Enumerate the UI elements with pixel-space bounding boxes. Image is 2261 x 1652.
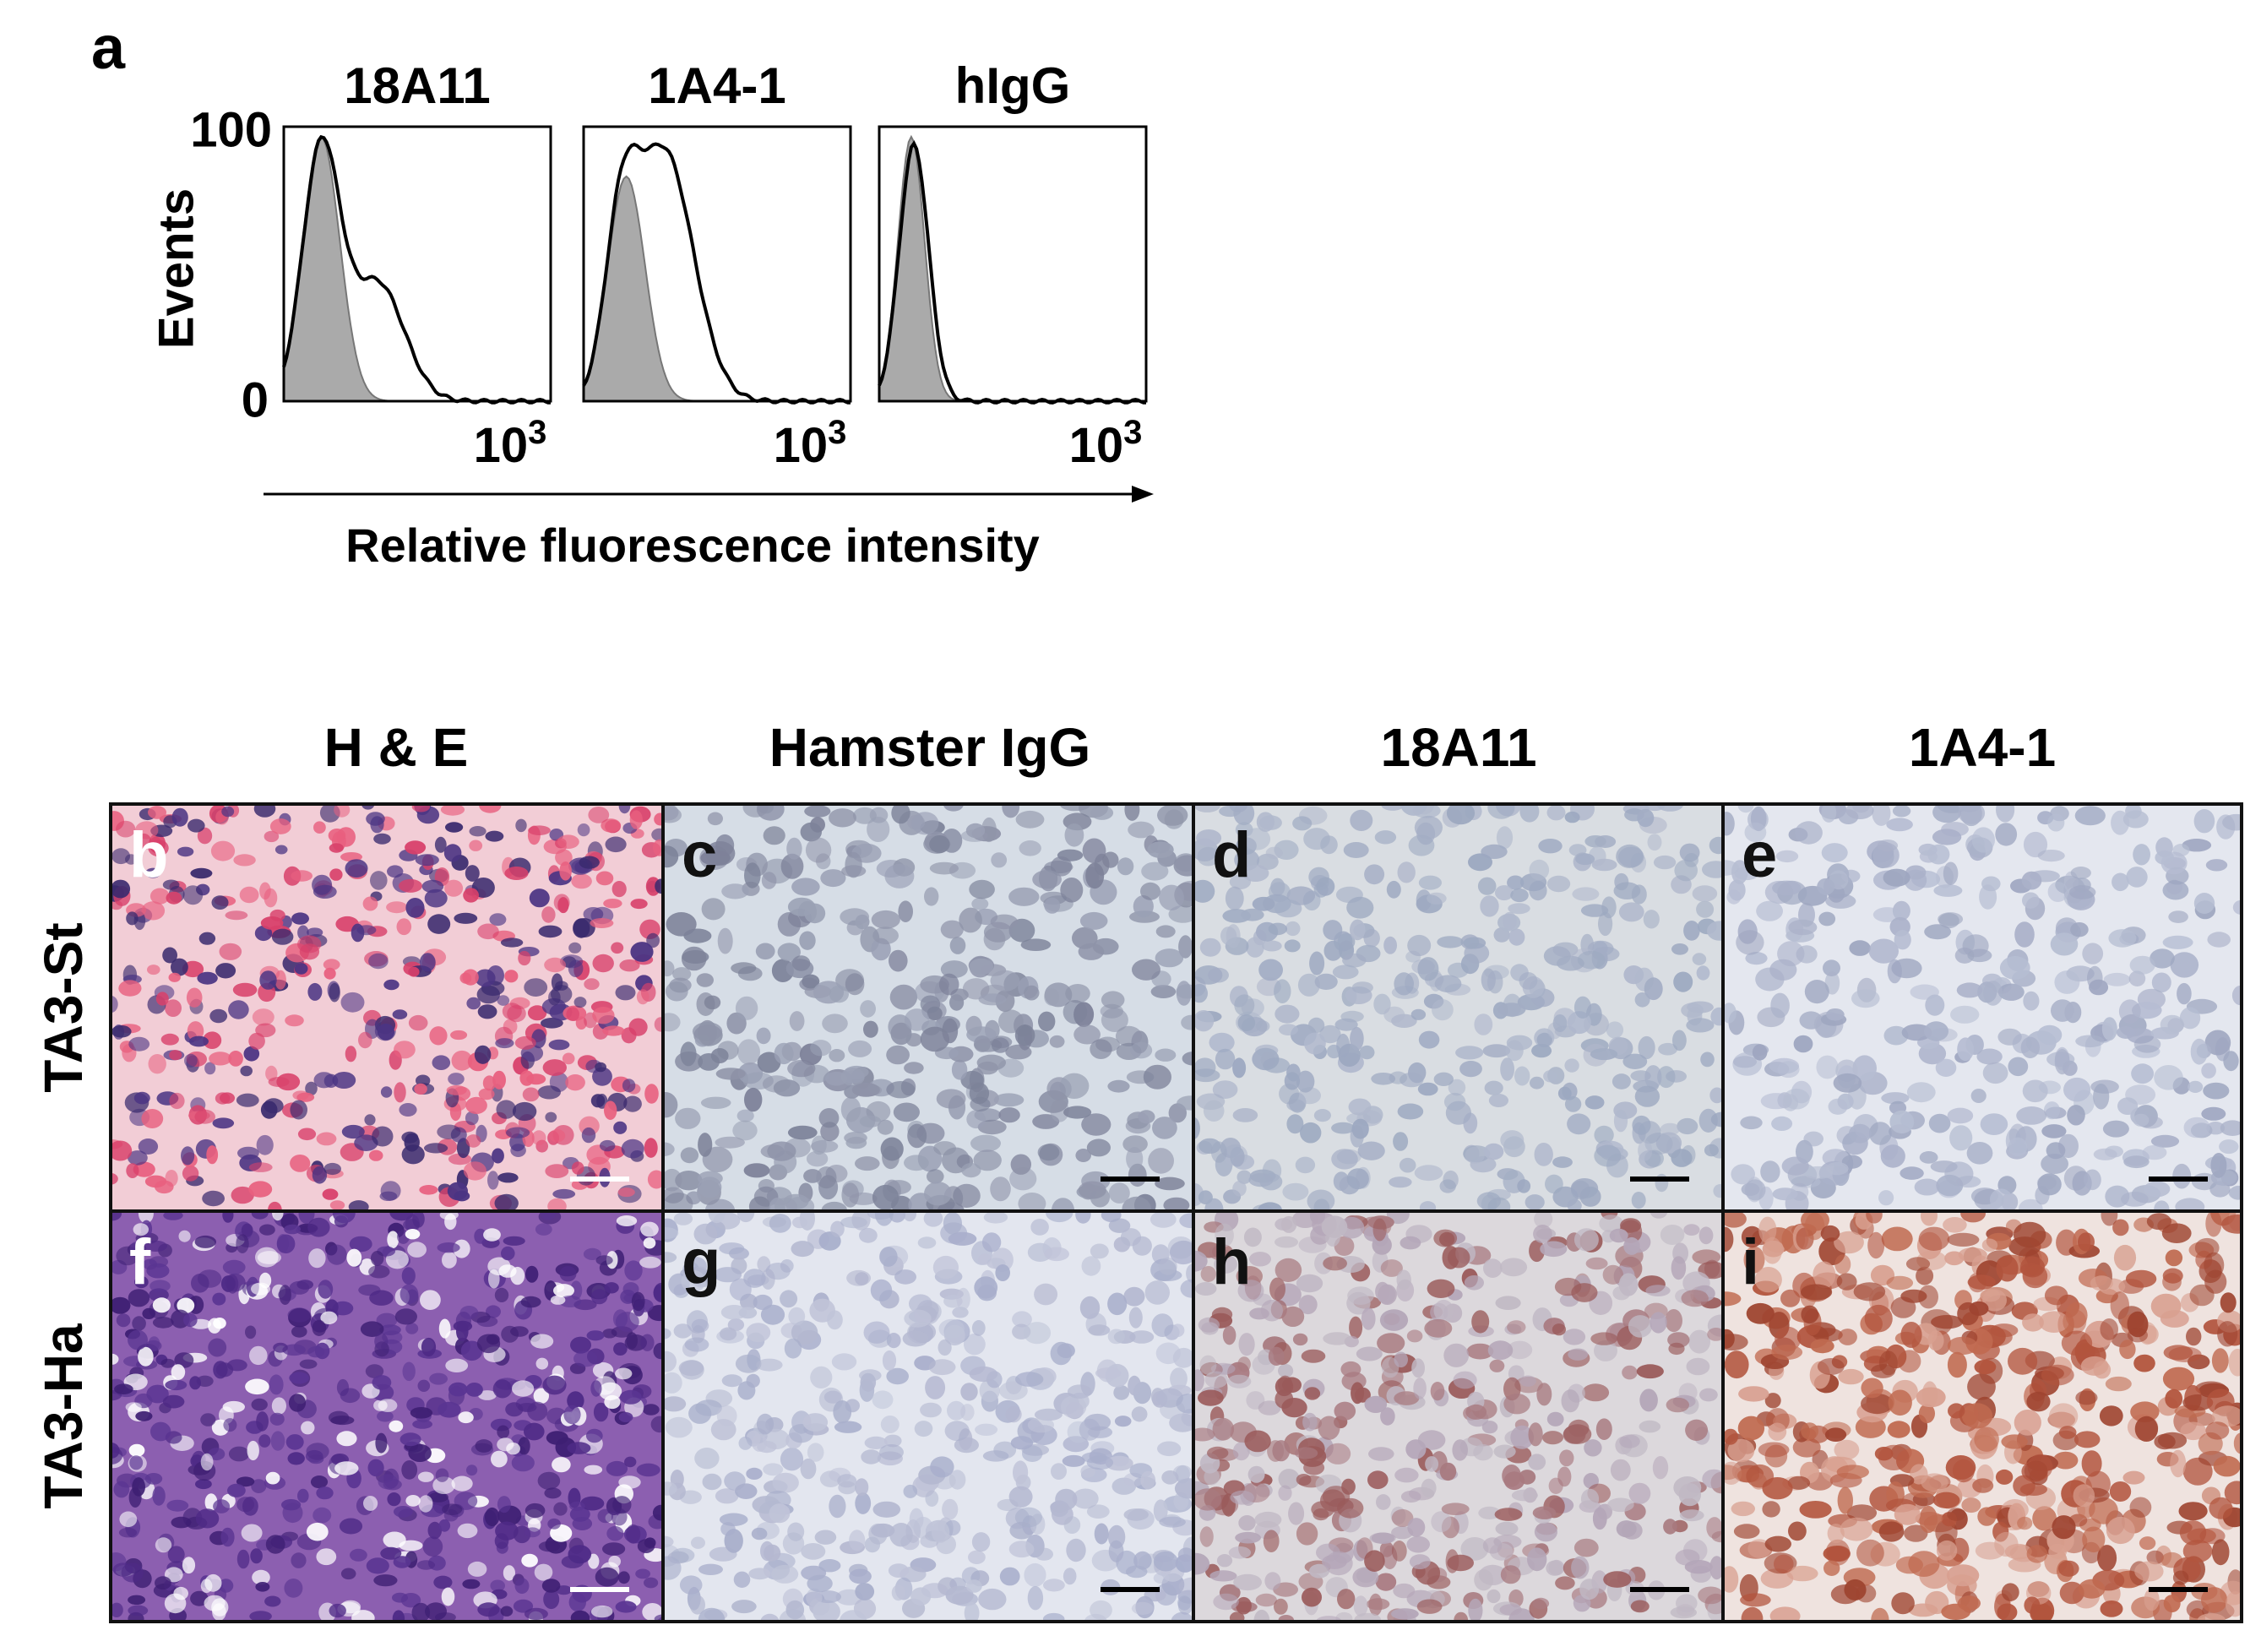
y-tick-label: 0 — [242, 372, 269, 427]
arrow-head — [1132, 486, 1154, 503]
control-histogram — [878, 134, 1146, 402]
y-axis-label: Events — [149, 188, 204, 349]
micrograph — [1723, 804, 2242, 1211]
panel-letter: f — [129, 1226, 151, 1298]
micrograph — [1193, 804, 1723, 1211]
panel-frame — [1721, 1209, 2243, 1623]
column-header: H & E — [324, 717, 469, 778]
plot-frame — [878, 125, 1148, 403]
plot-frame — [282, 125, 552, 403]
flow-panels: 18A11 103 1A4-1 103 hIgG 103 — [282, 57, 1148, 474]
column-header: 18A11 — [1380, 717, 1536, 778]
panel-letter: d — [1212, 819, 1251, 891]
x-axis-label: Relative fluorescence intensity — [345, 519, 1040, 572]
micrograph — [111, 804, 663, 1211]
panel-letter: h — [1212, 1226, 1251, 1298]
panel-title: hIgG — [955, 57, 1071, 114]
panel-letter: i — [1742, 1226, 1759, 1298]
x-tick-label: 103 — [774, 414, 847, 474]
panel-letter: g — [682, 1226, 720, 1298]
panel-letter: b — [129, 819, 168, 891]
plot-frame — [582, 125, 852, 403]
y-tick-label: 100 — [190, 102, 272, 157]
panel-letter: e — [1742, 819, 1777, 891]
micrograph — [1723, 1211, 2242, 1622]
panel-title: 1A4-1 — [648, 57, 785, 114]
micrograph — [663, 804, 1193, 1211]
row-label: TA3-St — [33, 922, 94, 1092]
x-tick-label: 103 — [474, 414, 547, 474]
panel-letter: a — [91, 14, 126, 82]
row-label: TA3-Ha — [33, 1323, 94, 1509]
histology-grid: H & E Hamster IgG 18A11 1A4-1 TA3-St b c d e TA3-… — [33, 717, 2243, 1623]
micrograph — [1193, 1211, 1723, 1622]
micrograph — [663, 1211, 1193, 1622]
micrograph — [111, 1211, 663, 1622]
panel-title: 18A11 — [344, 57, 491, 114]
control-histogram — [583, 175, 851, 402]
column-header: Hamster IgG — [769, 717, 1091, 778]
x-tick-label: 103 — [1069, 414, 1143, 474]
panel-letter: c — [682, 819, 717, 891]
column-header: 1A4-1 — [1909, 717, 2056, 778]
